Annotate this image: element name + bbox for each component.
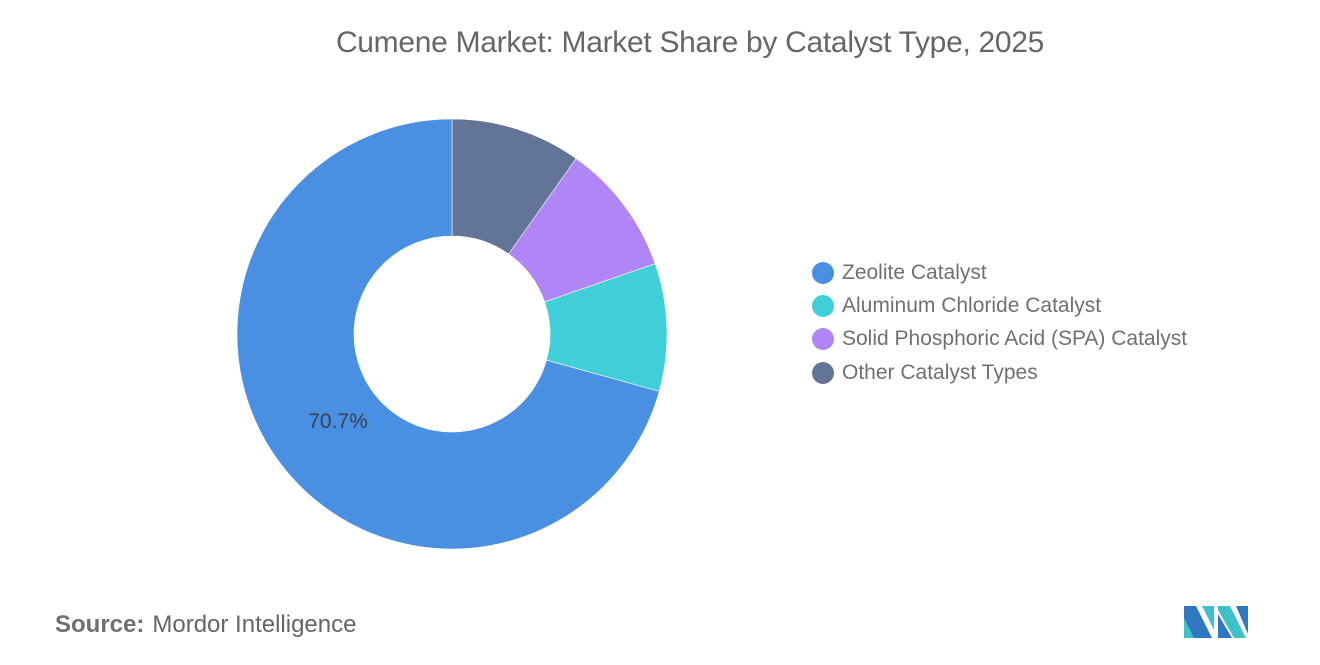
- zeolite-swatch-icon: [812, 261, 834, 284]
- legend-item-other[interactable]: Other Catalyst Types: [812, 356, 1187, 389]
- legend-item-spa[interactable]: Solid Phosphoric Acid (SPA) Catalyst: [812, 323, 1187, 356]
- source-label: Source:: [55, 611, 145, 638]
- source-value: Mordor Intelligence: [152, 611, 357, 638]
- legend-item-zeolite[interactable]: Zeolite Catalyst: [812, 256, 1187, 289]
- source-note: Source: Mordor Intelligence: [55, 611, 356, 639]
- zeolite-share-label: 70.7%: [308, 410, 368, 433]
- other-swatch-icon: [812, 361, 834, 384]
- legend-label: Other Catalyst Types: [842, 360, 1038, 384]
- legend-label: Zeolite Catalyst: [842, 260, 987, 284]
- donut-slices: [236, 118, 668, 550]
- aluminum-chloride-swatch-icon: [812, 294, 834, 317]
- chart-title: Cumene Market: Market Share by Catalyst …: [335, 26, 1045, 59]
- legend-label: Solid Phosphoric Acid (SPA) Catalyst: [842, 327, 1188, 351]
- slice-zeolite[interactable]: [236, 118, 660, 550]
- chart-legend: Zeolite Catalyst Aluminum Chloride Catal…: [812, 256, 1187, 389]
- legend-label: Aluminum Chloride Catalyst: [842, 293, 1102, 317]
- spa-swatch-icon: [812, 328, 834, 351]
- legend-item-aluminum-chloride[interactable]: Aluminum Chloride Catalyst: [812, 289, 1187, 322]
- mordor-intelligence-logo-icon: [1184, 606, 1248, 638]
